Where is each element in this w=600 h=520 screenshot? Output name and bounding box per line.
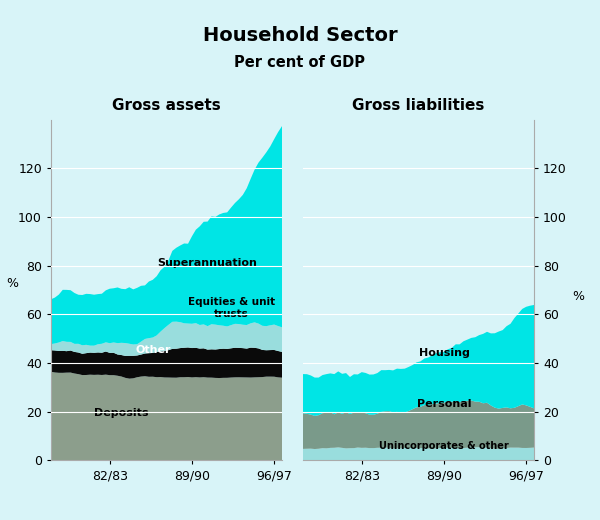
Text: Equities & unit
trusts: Equities & unit trusts: [188, 297, 275, 319]
Text: Gross assets: Gross assets: [112, 98, 221, 113]
Y-axis label: %: %: [7, 277, 19, 290]
Text: Unincorporates & other: Unincorporates & other: [379, 441, 509, 451]
Text: Gross liabilities: Gross liabilities: [352, 98, 485, 113]
Y-axis label: %: %: [572, 290, 584, 303]
Text: Deposits: Deposits: [94, 408, 149, 419]
Text: Superannuation: Superannuation: [158, 257, 257, 268]
Text: Other: Other: [135, 345, 170, 355]
Text: Household Sector: Household Sector: [203, 26, 397, 45]
Text: Per cent of GDP: Per cent of GDP: [235, 55, 365, 70]
Text: Personal: Personal: [416, 399, 471, 409]
Text: Housing: Housing: [419, 347, 469, 358]
